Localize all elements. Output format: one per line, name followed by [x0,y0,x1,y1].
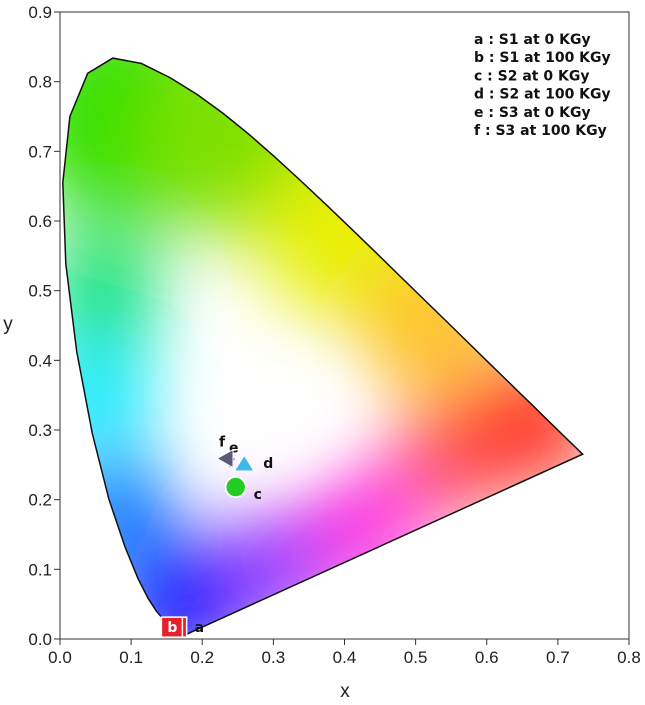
y-axis-title: y [3,314,13,335]
y-tick-label: 0.0 [28,630,52,649]
point-d: d [233,454,273,472]
x-tick-label: 0.7 [546,648,570,667]
point-label: d [263,456,273,472]
y-tick-label: 0.9 [28,3,52,22]
point-f: f [215,435,234,469]
y-tick-label: 0.3 [28,421,52,440]
legend-entry: d : S2 at 100 KGy [474,87,611,103]
point-label: a [195,620,204,636]
point-label: e [229,441,239,457]
x-tick-label: 0.4 [333,648,357,667]
x-tick-label: 0.3 [262,648,286,667]
legend-entry: c : S2 at 0 KGy [474,68,589,84]
legend-entry: b : S1 at 100 KGy [474,50,611,66]
y-tick-label: 0.8 [28,73,52,92]
y-tick-label: 0.1 [28,560,52,579]
marker-triangle [233,454,256,472]
legend: a : S1 at 0 KGy b : S1 at 100 KGy c : S2 a… [474,32,611,139]
legend-entry: f : S3 at 100 KGy [474,123,607,139]
legend-entry: a : S1 at 0 KGy [474,32,591,48]
point-c: c [224,476,262,503]
legend-entry: e : S3 at 0 KGy [474,105,591,121]
point-label: f [219,435,226,451]
x-tick-label: 0.6 [475,648,499,667]
x-axis-title: x [340,681,350,702]
y-tick-label: 0.2 [28,491,52,510]
marker-circle [224,476,247,498]
y-tick-label: 0.5 [28,282,52,301]
x-tick-label: 0.5 [404,648,428,667]
point-label: b [167,620,177,636]
data-points: a b cd ef [160,435,273,638]
y-tick-label: 0.4 [28,351,52,370]
y-tick-label: 0.6 [28,212,52,231]
x-tick-label: 0.2 [190,648,214,667]
x-tick-label: 0.8 [617,648,641,667]
x-tick-label: 0.0 [48,648,72,667]
y-tick-label: 0.7 [28,142,52,161]
marker-square [160,616,184,638]
y-axis: 0.0 0.1 0.2 0.3 0.4 0.5 0.6 0.7 0.8 0.9 [28,3,60,649]
point-b: b [160,616,184,638]
point-label: c [254,487,262,503]
marker-triangle-left [215,448,234,469]
x-axis: 0.0 0.1 0.2 0.3 0.4 0.5 0.6 0.7 0.8 [48,639,641,667]
x-tick-label: 0.1 [119,648,143,667]
